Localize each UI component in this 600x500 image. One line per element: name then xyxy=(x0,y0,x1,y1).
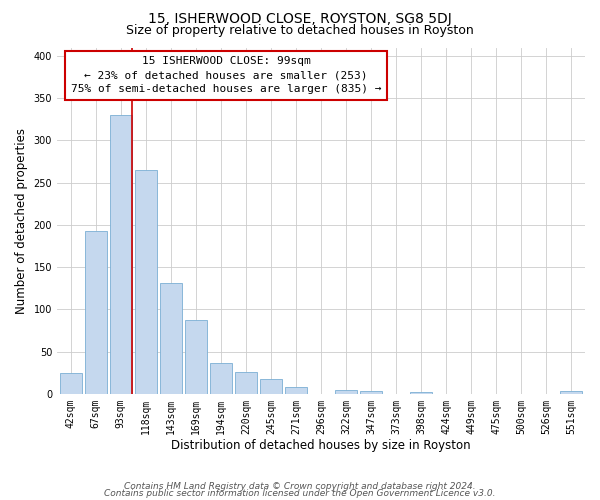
Bar xyxy=(59,372,82,394)
Bar xyxy=(110,115,132,394)
Bar xyxy=(209,362,232,394)
Bar xyxy=(335,390,358,394)
Text: Contains HM Land Registry data © Crown copyright and database right 2024.: Contains HM Land Registry data © Crown c… xyxy=(124,482,476,491)
Text: Contains public sector information licensed under the Open Government Licence v3: Contains public sector information licen… xyxy=(104,490,496,498)
X-axis label: Distribution of detached houses by size in Royston: Distribution of detached houses by size … xyxy=(171,440,471,452)
Bar xyxy=(410,392,433,394)
Bar xyxy=(85,231,107,394)
Bar xyxy=(360,392,382,394)
Bar xyxy=(160,283,182,394)
Bar xyxy=(260,380,282,394)
Text: Size of property relative to detached houses in Royston: Size of property relative to detached ho… xyxy=(126,24,474,37)
Text: 15, ISHERWOOD CLOSE, ROYSTON, SG8 5DJ: 15, ISHERWOOD CLOSE, ROYSTON, SG8 5DJ xyxy=(148,12,452,26)
Bar xyxy=(185,320,207,394)
Bar xyxy=(285,387,307,394)
Bar xyxy=(235,372,257,394)
Bar xyxy=(134,170,157,394)
Bar xyxy=(560,392,583,394)
Y-axis label: Number of detached properties: Number of detached properties xyxy=(15,128,28,314)
Text: 15 ISHERWOOD CLOSE: 99sqm
← 23% of detached houses are smaller (253)
75% of semi: 15 ISHERWOOD CLOSE: 99sqm ← 23% of detac… xyxy=(71,56,381,94)
